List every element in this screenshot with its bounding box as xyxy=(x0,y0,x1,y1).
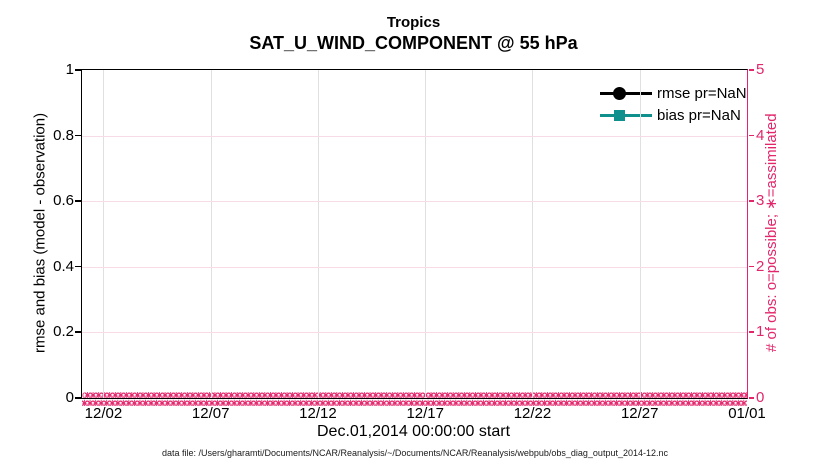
legend-entry-rmse: rmse pr=NaN xyxy=(600,83,830,105)
obs-marker-row: o∗o∗o∗o∗o∗o∗o∗o∗o∗o∗o∗o∗o∗o∗o∗o∗o∗o∗o∗o∗… xyxy=(82,392,747,401)
left-tick-mark xyxy=(74,265,81,268)
rmse-circle-marker-icon xyxy=(613,87,626,100)
x-tick-label: 12/07 xyxy=(191,405,230,422)
x-tick-label: 12/22 xyxy=(513,405,552,422)
left-tick-mark xyxy=(74,331,81,333)
x-tick-label: 12/27 xyxy=(620,405,659,422)
y-axis-label-left: rmse and bias (model - observation) xyxy=(31,112,49,354)
y-grid-line xyxy=(82,266,747,268)
y-tick-label-right: 0 xyxy=(756,389,765,406)
y-tick-label-right: 5 xyxy=(756,61,765,78)
right-tick-mark xyxy=(749,331,754,333)
right-tick-mark xyxy=(749,397,754,399)
bias-square-marker-icon xyxy=(614,110,625,121)
x-tick-label: 12/12 xyxy=(299,405,337,422)
x-grid-line xyxy=(532,70,534,398)
left-tick-mark xyxy=(74,200,81,202)
y-tick-label-left: 0.2 xyxy=(53,323,74,341)
x-tick-label: 12/17 xyxy=(406,405,444,422)
x-grid-line xyxy=(425,70,427,398)
data-file-caption: data file: /Users/gharamti/Documents/NCA… xyxy=(161,448,668,458)
plot-subtitle: SAT_U_WIND_COMPONENT @ 55 hPa xyxy=(249,33,578,53)
rmse-line-sample xyxy=(600,92,652,95)
right-tick-mark xyxy=(749,69,754,71)
y-grid-line xyxy=(82,201,747,203)
right-tick-mark xyxy=(749,134,754,137)
y-tick-label-left: 0.6 xyxy=(53,192,74,210)
x-grid-line xyxy=(317,70,319,398)
left-tick-mark xyxy=(74,397,81,399)
legend-label-bias: bias pr=NaN xyxy=(657,107,741,124)
plot-title: Tropics xyxy=(386,14,441,31)
bias-line-sample xyxy=(600,114,652,117)
y-tick-label-right: 1 xyxy=(756,323,765,341)
right-tick-mark xyxy=(749,265,754,268)
y-tick-label-right: 2 xyxy=(756,257,765,275)
legend-label-rmse: rmse pr=NaN xyxy=(657,85,747,102)
legend-entry-bias: bias pr=NaN xyxy=(600,105,830,127)
right-tick-mark xyxy=(749,200,754,202)
x-tick-label: 12/02 xyxy=(84,405,123,422)
left-tick-mark xyxy=(74,134,81,137)
left-tick-mark xyxy=(74,69,81,71)
x-axis-label: Dec.01,2014 00:00:00 start xyxy=(316,423,511,440)
y-tick-label-right: 3 xyxy=(756,192,765,210)
y-grid-line xyxy=(82,135,747,137)
x-grid-line xyxy=(210,70,212,398)
y-tick-label-left: 0.8 xyxy=(53,126,74,144)
y-tick-label-left: 0 xyxy=(65,389,74,406)
y-tick-label-left: 1 xyxy=(65,61,74,78)
y-tick-label-right: 4 xyxy=(756,126,765,144)
legend: rmse pr=NaN bias pr=NaN xyxy=(600,83,830,127)
x-tick-label: 01/01 xyxy=(728,405,766,422)
x-grid-line xyxy=(639,70,641,398)
y-tick-label-left: 0.4 xyxy=(53,257,74,275)
x-grid-line xyxy=(103,70,105,398)
y-grid-line xyxy=(82,332,747,334)
title-block: Tropics SAT_U_WIND_COMPONENT @ 55 hPa xyxy=(81,14,746,54)
plot-area: o∗o∗o∗o∗o∗o∗o∗o∗o∗o∗o∗o∗o∗o∗o∗o∗o∗o∗o∗o∗… xyxy=(53,61,766,422)
